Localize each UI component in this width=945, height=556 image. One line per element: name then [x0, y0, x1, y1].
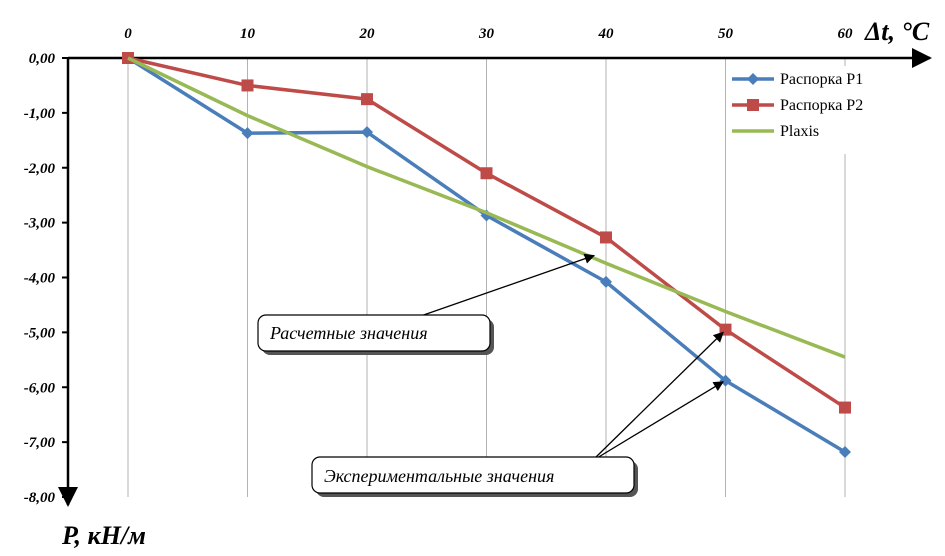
x-tick-label: 10 — [240, 26, 256, 42]
y-tick-label: -5,00 — [24, 325, 56, 341]
x-tick-label: 20 — [359, 26, 376, 42]
data-point-p2 — [361, 93, 373, 106]
x-tick-label: 40 — [598, 26, 615, 42]
y-tick-label: -3,00 — [24, 216, 56, 232]
data-point-p1 — [839, 446, 851, 459]
y-tick-label: -7,00 — [24, 435, 56, 451]
annotation-arrow — [596, 381, 724, 459]
data-point-p2 — [600, 231, 612, 244]
callout-label: Экспериментальные значения — [324, 466, 554, 486]
x-axis-title: Δt, °C — [864, 17, 930, 46]
y-axis-title: P, кН/м — [61, 521, 146, 550]
legend-marker — [747, 99, 759, 111]
x-tick-label: 30 — [478, 26, 495, 42]
series-line-3 — [127, 56, 846, 359]
legend-label: Распорка Р1 — [780, 71, 863, 88]
data-point-p2 — [241, 79, 254, 92]
legend-label: Plaxis — [780, 123, 819, 140]
y-tick-label: -1,00 — [24, 106, 56, 122]
legend-label: Распорка Р2 — [780, 97, 863, 114]
callout-box — [311, 456, 635, 494]
data-point-p1 — [600, 275, 612, 288]
legend: Распорка Р1 Распорка Р2 Plaxis — [728, 66, 878, 154]
y-tick-label: -8,00 — [24, 490, 56, 506]
data-point-p1 — [241, 127, 254, 140]
y-tick-label: -4,00 — [24, 271, 56, 287]
series — [122, 52, 851, 459]
legend-marker — [747, 73, 759, 85]
y-tick-label: 0,00 — [29, 51, 56, 67]
axes: 0 10 20 30 40 50 60 0,00 -1,00 -2,00 -3,00 -4,00 -5,… — [24, 17, 932, 550]
data-point-p2 — [480, 167, 493, 180]
callout-label: Расчетные значения — [269, 323, 428, 343]
data-point-p1 — [361, 126, 373, 139]
annotation-arrow — [594, 331, 724, 459]
x-tick-label: 60 — [838, 26, 854, 42]
callout-box — [257, 314, 491, 352]
x-tick-label: 50 — [718, 26, 734, 42]
x-tick-label: 0 — [124, 26, 132, 42]
data-point-p2 — [839, 401, 851, 414]
y-tick-label: -2,00 — [24, 161, 56, 177]
annotation-arrow — [414, 253, 596, 319]
annotations: Расчетные значения Экспериментальные знач… — [257, 253, 724, 497]
y-tick-label: -6,00 — [24, 380, 56, 396]
